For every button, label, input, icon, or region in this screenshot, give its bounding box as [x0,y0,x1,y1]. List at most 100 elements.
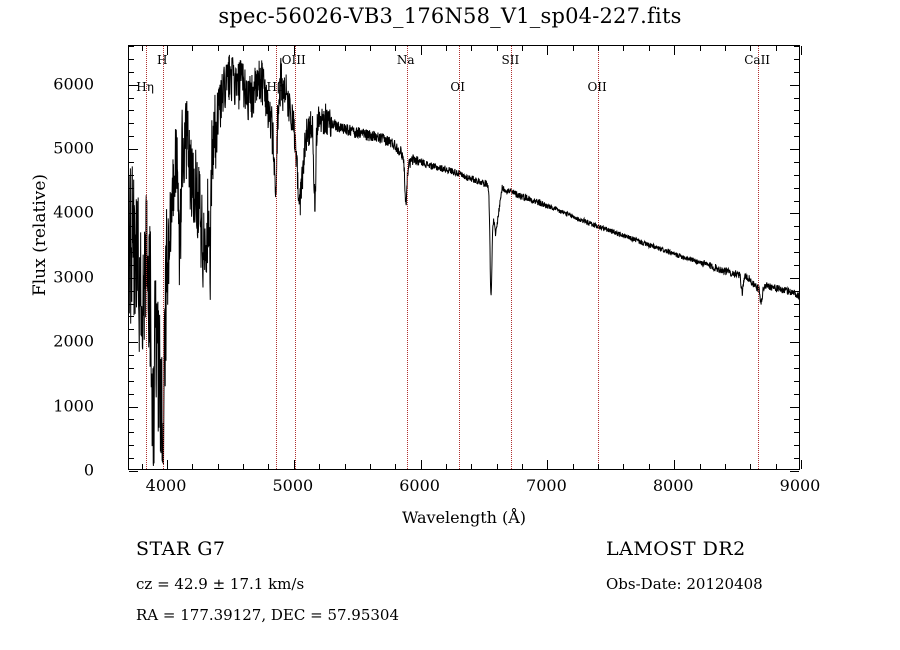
y-tick-mark [790,149,799,151]
x-tick-mark [674,46,676,55]
gridline-0 [146,46,148,469]
x-tick-minor [572,46,574,51]
x-tick-minor [699,464,701,469]
y-tick-minor [794,303,799,305]
y-tick-mark [790,277,799,279]
y-tick-minor [794,200,799,202]
spectral-line-label-CaII: CaII [744,53,771,67]
y-tick-minor [129,46,134,47]
y-tick-minor [794,393,799,395]
gridline-6 [511,46,513,469]
spectral-line-label-OII: OII [587,80,607,94]
y-tick-minor [129,393,134,395]
x-tick-minor [217,46,219,51]
y-tick-minor [129,161,134,163]
x-tick-mark [547,460,549,469]
y-tick-mark [129,149,138,151]
y-axis-label: Flux (relative) [30,173,50,297]
y-tick-minor [794,136,799,138]
y-tick-minor [129,264,134,266]
y-tick-minor [794,174,799,176]
gridline-4 [406,46,408,469]
page-title: spec-56026-VB3_176N58_V1_sp04-227.fits [218,4,682,28]
y-tick-minor [129,419,134,421]
y-tick-minor [129,187,134,189]
x-tick-minor [623,464,625,469]
footer-survey: LAMOST DR2 [606,538,746,560]
x-tick-minor [268,46,270,51]
spectrum-curve [129,46,799,469]
spectral-line-label-H: Hη [136,80,154,94]
y-tick-minor [129,290,134,292]
x-tick-minor [522,464,524,469]
y-tick-minor [794,264,799,266]
x-tick-label: 8000 [652,476,694,495]
y-tick-mark [129,213,138,215]
y-tick-minor [129,71,134,73]
y-tick-mark [790,342,799,344]
y-tick-minor [794,367,799,369]
spectral-line-label-H: Hβ [266,80,284,94]
y-tick-mark [129,277,138,279]
y-tick-minor [129,367,134,369]
x-tick-minor [496,46,498,51]
x-tick-minor [648,464,650,469]
x-tick-minor [598,46,600,51]
x-tick-mark [420,460,422,469]
y-tick-minor [794,226,799,228]
x-tick-minor [319,464,321,469]
y-tick-minor [794,58,799,60]
y-tick-minor [794,46,799,47]
x-tick-mark [167,460,169,469]
y-tick-minor [794,432,799,434]
x-tick-label: 9000 [779,476,821,495]
y-tick-label: 2000 [53,331,94,351]
x-tick-minor [724,464,726,469]
x-tick-label: 4000 [145,476,187,495]
y-tick-minor [129,432,134,434]
y-tick-minor [794,239,799,241]
y-tick-minor [129,303,134,305]
y-tick-minor [129,58,134,60]
y-tick-mark [790,471,799,472]
y-tick-minor [129,380,134,382]
y-tick-minor [129,252,134,254]
x-tick-minor [648,46,650,51]
x-tick-mark [420,46,422,55]
x-tick-minor [217,464,219,469]
gridline-5 [458,46,460,469]
gridline-3 [294,46,296,469]
x-tick-label: 5000 [272,476,314,495]
x-tick-minor [623,46,625,51]
y-tick-mark [790,406,799,408]
x-tick-minor [395,46,397,51]
spectral-line-label-OI: OI [450,80,465,94]
y-tick-minor [794,419,799,421]
y-tick-minor [129,355,134,357]
y-tick-minor [129,458,134,460]
y-tick-minor [129,110,134,112]
y-tick-minor [794,252,799,254]
y-tick-minor [129,445,134,447]
y-tick-minor [794,71,799,73]
x-tick-minor [750,46,752,51]
gridline-7 [598,46,600,469]
spectral-line-label-H: H [156,53,168,67]
footer-object-type: STAR G7 [136,538,226,560]
x-tick-minor [496,464,498,469]
spectral-line-label-Na: Na [396,53,415,67]
y-tick-minor [794,329,799,331]
y-tick-minor [794,97,799,99]
y-tick-minor [794,110,799,112]
x-tick-mark [167,46,169,55]
y-tick-mark [129,406,138,408]
y-tick-mark [129,471,138,472]
gridline-2 [276,46,278,469]
y-tick-minor [794,445,799,447]
x-tick-minor [598,464,600,469]
x-tick-minor [243,464,245,469]
x-tick-minor [192,46,194,51]
x-tick-minor [445,464,447,469]
x-tick-minor [268,464,270,469]
footer-coordinates: RA = 177.39127, DEC = 57.95304 [136,606,400,624]
